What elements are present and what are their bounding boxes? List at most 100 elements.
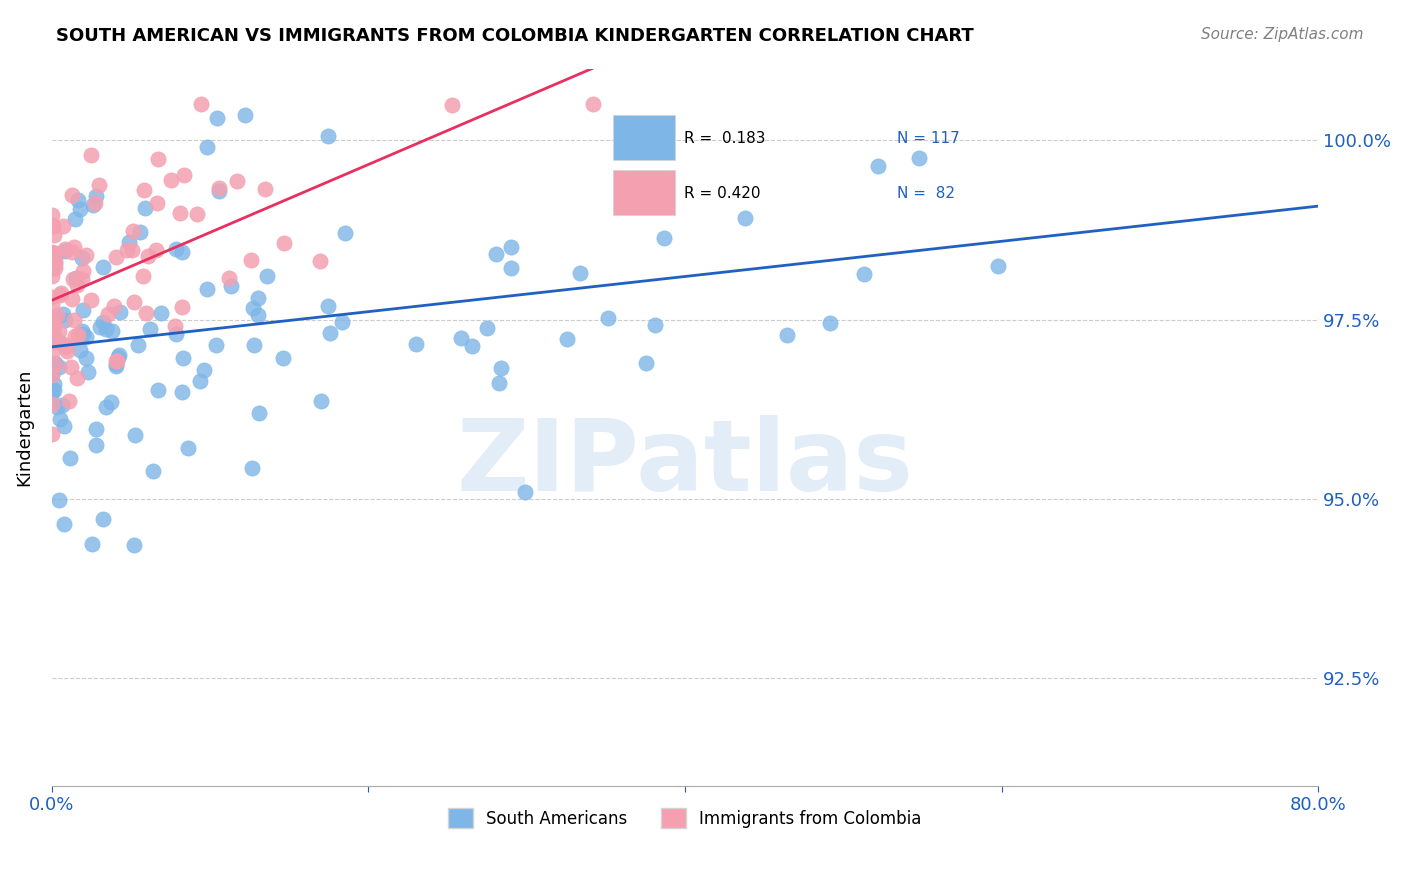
- Point: [485, 246, 508, 260]
- Point: [93, 260, 115, 275]
- Point: [42, 377, 65, 392]
- Point: [53, 242, 76, 256]
- Point: [135, 305, 157, 319]
- Point: [122, 224, 145, 238]
- Point: [172, 300, 194, 314]
- Point: [89, 320, 111, 334]
- Point: [72, 327, 94, 342]
- Point: [188, 374, 211, 388]
- Point: [489, 360, 512, 375]
- Point: [146, 195, 169, 210]
- Point: [75, 330, 97, 344]
- Point: [53, 244, 76, 258]
- Point: [177, 442, 200, 456]
- Point: [44, 359, 66, 373]
- Point: [41, 290, 63, 304]
- Point: [132, 268, 155, 283]
- Point: [53, 419, 76, 434]
- Point: [569, 266, 592, 280]
- Point: [76, 365, 98, 379]
- Point: [218, 270, 240, 285]
- Point: [163, 318, 186, 333]
- Point: [75, 351, 97, 366]
- Point: [186, 207, 208, 221]
- Point: [205, 338, 228, 352]
- Point: [100, 395, 122, 409]
- Point: [169, 206, 191, 220]
- Point: [70, 324, 93, 338]
- Point: [173, 168, 195, 182]
- Point: [101, 324, 124, 338]
- Point: [44, 248, 66, 262]
- Point: [987, 260, 1010, 274]
- Point: [42, 256, 65, 270]
- Point: [44, 228, 66, 243]
- Point: [513, 484, 536, 499]
- Point: [165, 242, 187, 256]
- Point: [59, 451, 82, 466]
- Point: [41, 385, 63, 400]
- Point: [44, 356, 66, 370]
- Point: [84, 438, 107, 452]
- Point: [52, 307, 75, 321]
- Point: [72, 264, 94, 278]
- Point: [62, 271, 84, 285]
- Point: [197, 139, 219, 153]
- Point: [41, 269, 63, 284]
- Point: [110, 304, 132, 318]
- Point: [41, 367, 63, 381]
- Point: [42, 326, 65, 340]
- Point: [48, 493, 70, 508]
- Point: [105, 357, 128, 371]
- Point: [226, 174, 249, 188]
- Point: [56, 344, 79, 359]
- Point: [60, 245, 83, 260]
- Point: [44, 257, 66, 271]
- Point: [440, 97, 463, 112]
- Point: [63, 212, 86, 227]
- Point: [148, 384, 170, 398]
- Point: [333, 226, 356, 240]
- Point: [108, 348, 131, 362]
- Point: [44, 254, 66, 268]
- Point: [104, 354, 127, 368]
- Point: [53, 313, 76, 327]
- Point: [309, 393, 332, 408]
- Point: [69, 343, 91, 358]
- Point: [852, 267, 875, 281]
- Point: [330, 315, 353, 329]
- Point: [139, 322, 162, 336]
- Point: [582, 97, 605, 112]
- Point: [70, 251, 93, 265]
- Point: [165, 327, 187, 342]
- Point: [136, 249, 159, 263]
- Point: [316, 128, 339, 143]
- Point: [118, 235, 141, 250]
- Text: SOUTH AMERICAN VS IMMIGRANTS FROM COLOMBIA KINDERGARTEN CORRELATION CHART: SOUTH AMERICAN VS IMMIGRANTS FROM COLOMB…: [56, 27, 974, 45]
- Point: [273, 235, 295, 250]
- Point: [66, 371, 89, 385]
- Point: [65, 271, 87, 285]
- Point: [52, 219, 75, 234]
- Point: [115, 243, 138, 257]
- Point: [866, 159, 889, 173]
- Point: [42, 334, 65, 349]
- Point: [598, 311, 620, 326]
- Point: [246, 291, 269, 305]
- Point: [72, 302, 94, 317]
- Point: [82, 197, 104, 211]
- Point: [84, 196, 107, 211]
- Y-axis label: Kindergarten: Kindergarten: [15, 368, 32, 486]
- Point: [60, 188, 83, 202]
- Point: [66, 328, 89, 343]
- Point: [319, 326, 342, 340]
- Point: [316, 299, 339, 313]
- Point: [499, 240, 522, 254]
- Point: [51, 398, 73, 412]
- Point: [613, 191, 636, 205]
- Point: [219, 279, 242, 293]
- Point: [557, 332, 579, 346]
- Point: [776, 328, 799, 343]
- Point: [475, 321, 498, 335]
- Point: [63, 329, 86, 343]
